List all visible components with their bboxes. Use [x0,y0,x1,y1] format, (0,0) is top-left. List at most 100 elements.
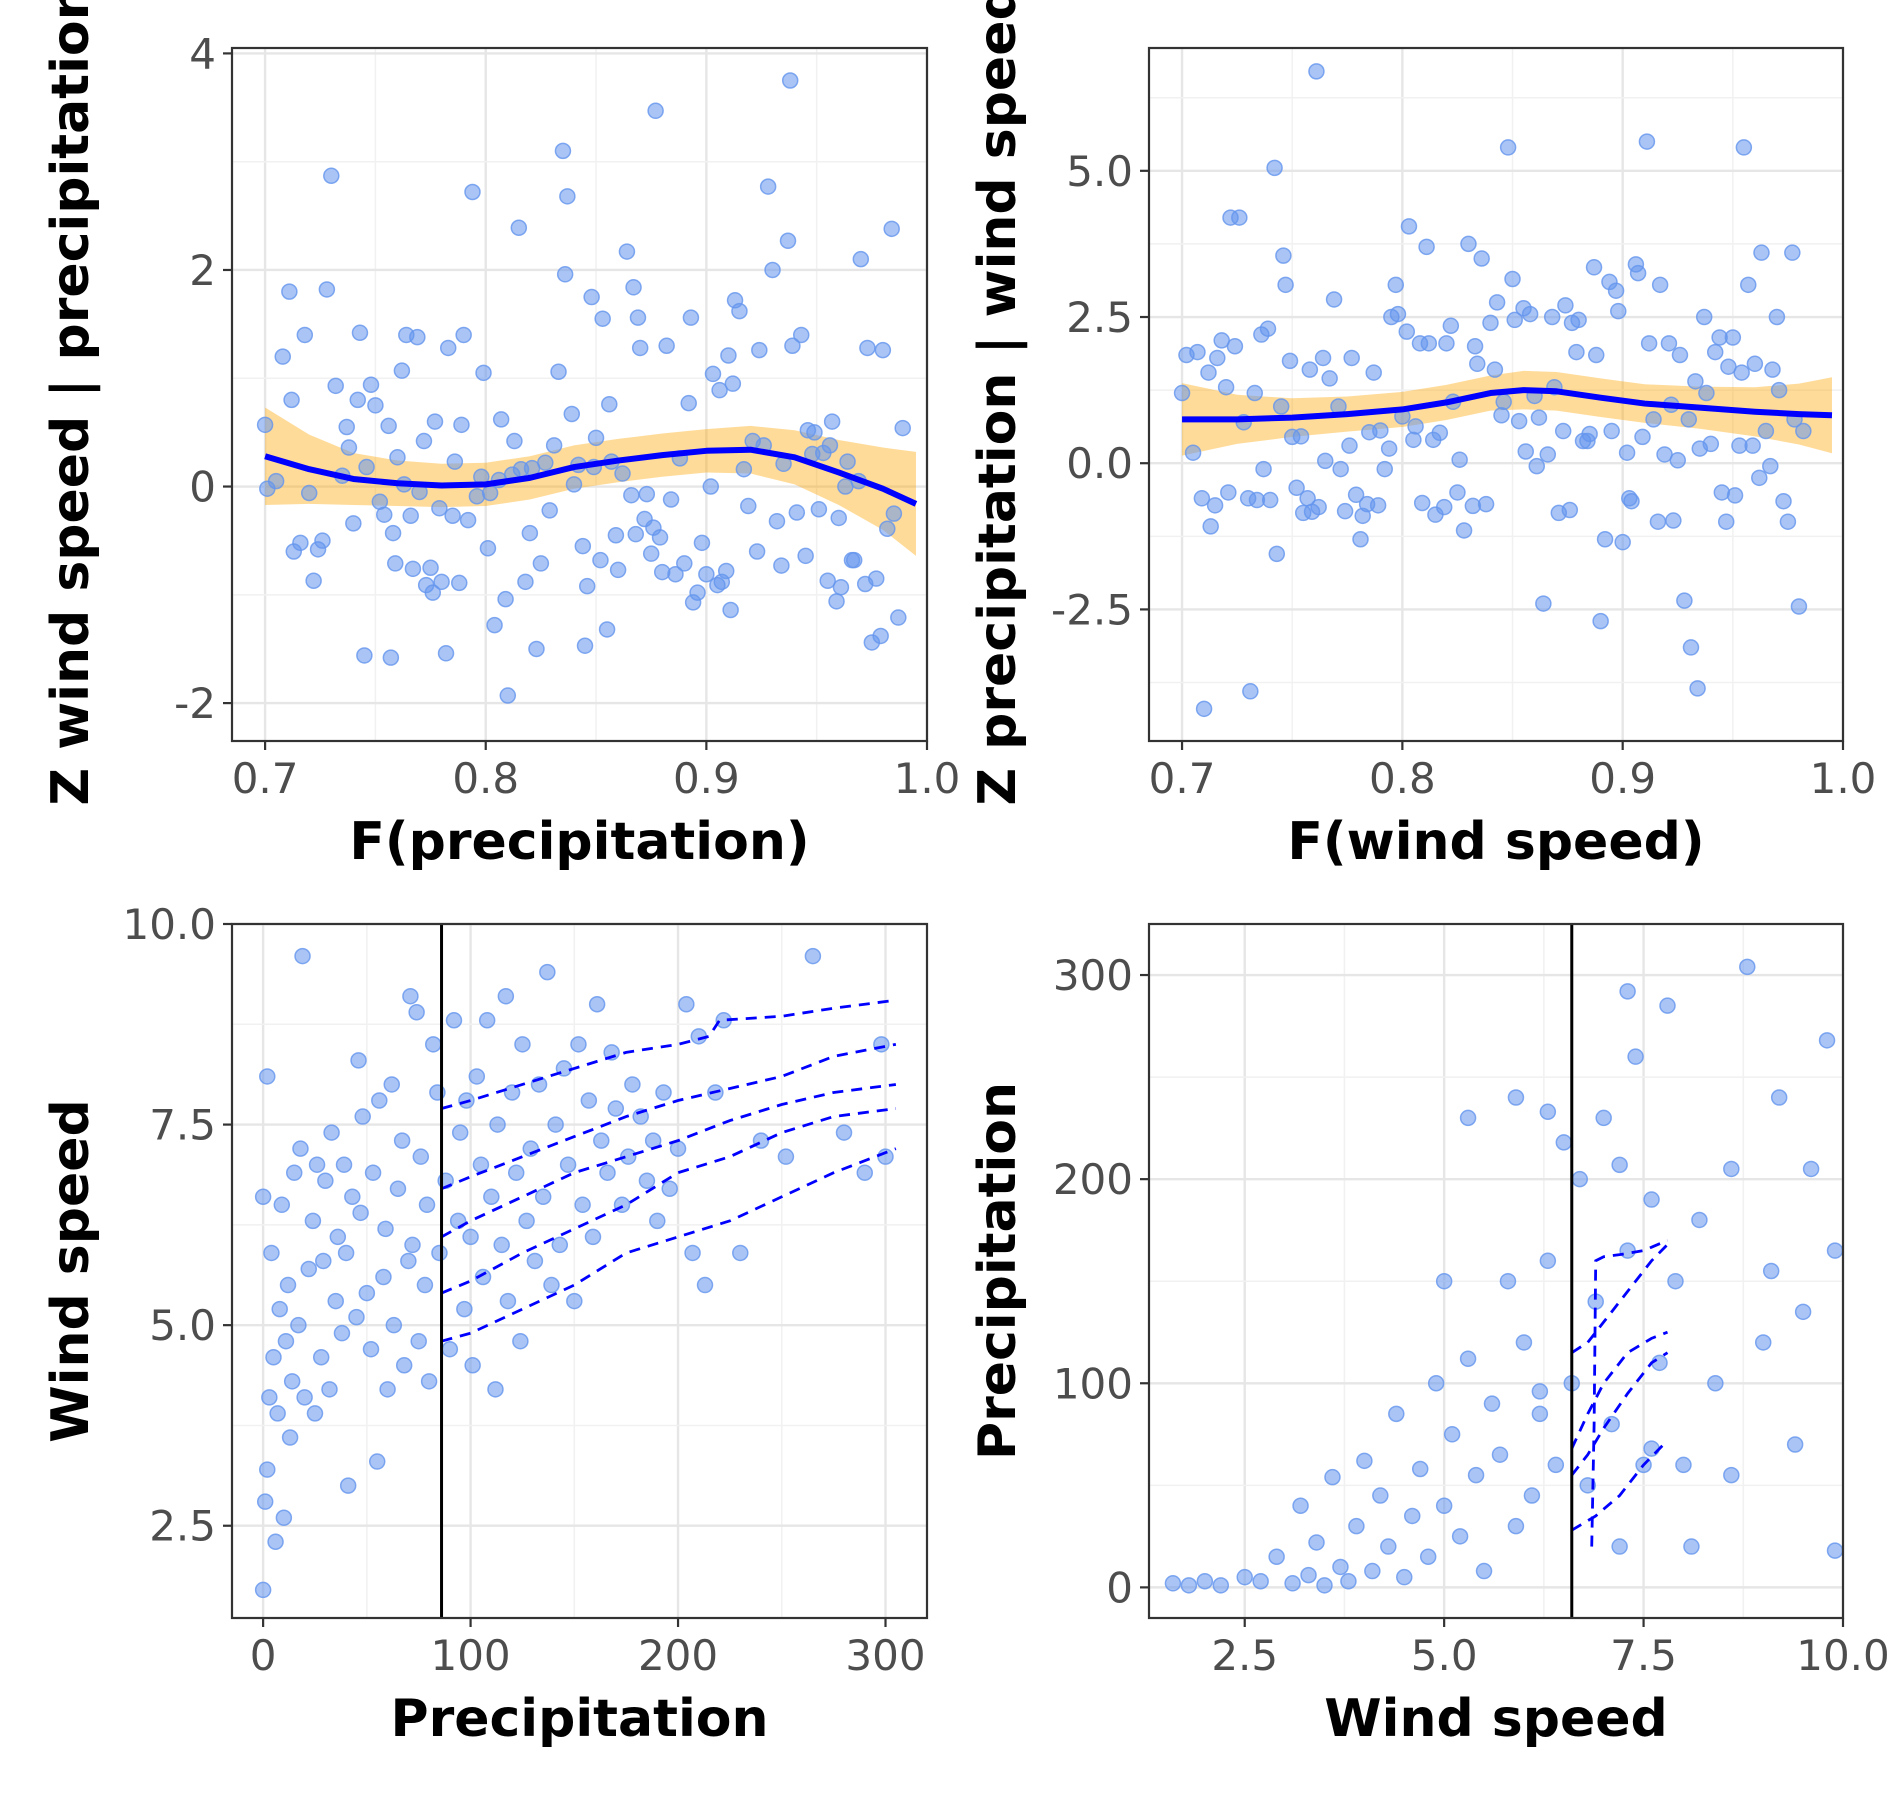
panel-border [230,46,929,743]
data-point [545,437,563,454]
data-point [305,572,322,589]
data-point [1369,497,1387,514]
data-point [845,551,863,569]
data-point [404,560,422,578]
panel-precipitation-vs-wind: 0 100 200 300 2.5 5.0 7.5 10.0 Precipitation Wind… [41,900,929,1749]
data-point [620,1148,637,1165]
data-point [487,1381,504,1398]
data-point [563,405,581,423]
data-point [468,1068,486,1085]
data-point [364,1164,382,1181]
data-point [375,1268,392,1286]
data-point [362,1340,380,1358]
data-point [1795,422,1812,440]
data-point [464,183,481,201]
data-point [1775,492,1792,510]
data-point [389,1180,407,1198]
data-point [551,1236,569,1254]
data-point [1317,452,1334,470]
data-point [1585,259,1603,276]
data-point [281,1429,299,1446]
data-point [393,1132,411,1149]
data-point [290,1316,307,1334]
data-point [1506,311,1523,329]
data-point [584,1228,602,1246]
data-point [517,573,534,591]
data-point [410,1332,427,1350]
data-point [1517,443,1534,460]
quantile-line [440,1083,897,1239]
y-tick-label: 100 [1053,1359,1133,1408]
data-point [387,555,404,572]
data-point [1698,384,1715,402]
data-point [720,347,737,364]
data-point [375,506,393,523]
data-point [649,1212,666,1230]
data-point [1451,451,1468,468]
data-point [1764,361,1781,378]
data-point [768,512,786,530]
data-point [631,339,649,357]
data-point [352,1204,369,1222]
y-tick-label: 200 [1053,1155,1133,1204]
y-tick-label: 2.5 [149,1502,216,1551]
data-point [1164,1575,1182,1592]
data-point [1645,411,1662,428]
x-tick-label: 0.7 [1149,754,1216,803]
data-point [1475,1562,1493,1580]
data-point [1310,498,1327,516]
x-tick-label: 5.0 [1411,1631,1478,1680]
data-point [281,283,298,300]
data-point [1826,1242,1843,1259]
data-point [1200,364,1217,381]
data-point [788,504,806,521]
data-point [339,1477,357,1494]
data-point [256,1493,274,1510]
data-point [526,1252,544,1270]
data-point [1403,1507,1421,1525]
data-point [1467,1466,1485,1484]
data-point [1717,513,1735,530]
data-point [1779,513,1797,530]
data-point [653,563,671,581]
x-tick-label: 0 [250,1631,277,1680]
data-point [318,281,336,298]
data-point [1332,460,1349,478]
data-point [333,1324,351,1342]
data-point [594,310,611,327]
data-point [1261,491,1279,509]
data-point [416,1276,434,1294]
data-point [731,302,748,320]
data-point [321,1381,338,1398]
data-point [1443,1426,1461,1443]
data-point [481,484,499,502]
data-point [415,432,433,450]
data-point [503,1084,521,1101]
data-point [1376,460,1393,478]
data-point [512,1332,529,1350]
data-point [667,565,684,583]
data-point [422,559,439,576]
data-point [479,540,497,557]
data-point [607,1100,625,1117]
data-point [601,395,618,413]
data-point [1611,1156,1628,1174]
data-point [1292,1497,1309,1514]
data-point [354,1108,371,1125]
data-point [797,547,814,565]
data-point [400,1252,417,1270]
data-point [702,478,720,495]
data-point [1595,1109,1612,1127]
data-point [1669,452,1687,469]
data-point [835,1124,853,1141]
data-point [773,557,790,574]
data-point [1209,349,1226,367]
data-point [492,411,510,428]
quantile-line [441,1042,897,1191]
data-point [751,341,768,359]
data-point [1768,308,1786,326]
data-point [445,1012,463,1029]
data-point [358,1284,376,1302]
data-point [1272,398,1290,415]
data-point [1521,305,1539,323]
